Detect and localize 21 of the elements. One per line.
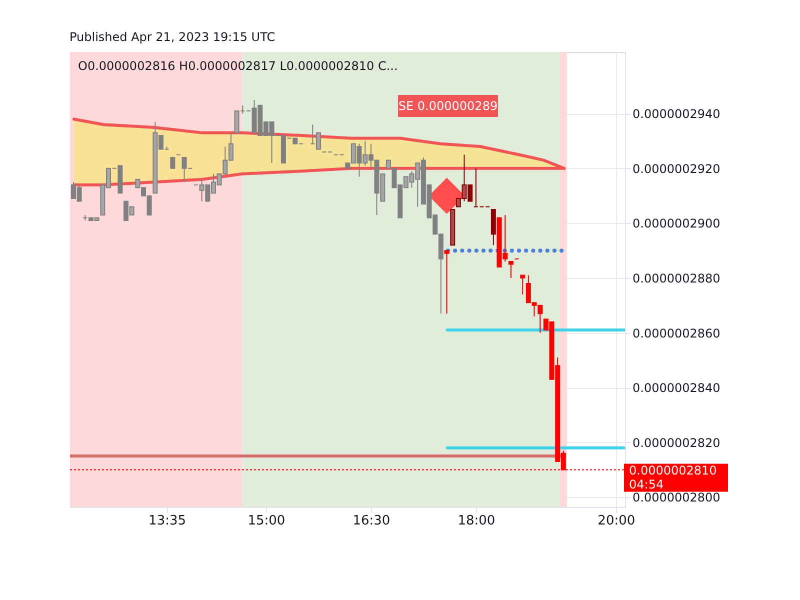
x-tick-label: 16:30 [352, 514, 390, 528]
annotation: SE 0.000000289 [398, 99, 498, 113]
candlestick [520, 274, 526, 295]
x-tick-label: 13:35 [148, 514, 186, 528]
y-tick-label: 0.0000002880 [632, 271, 720, 286]
chart-title: Published Apr 21, 2023 19:15 UTC [70, 30, 276, 44]
y-tick-label: 0.0000002900 [632, 216, 720, 231]
x-tick-label: 15:00 [248, 514, 286, 528]
y-tick-label: 0.0000002840 [632, 381, 720, 396]
y-tick-label: 0.0000002860 [632, 326, 720, 340]
y-tick-label: 0.0000002920 [632, 162, 720, 176]
y-tick-label: 0.0000002820 [632, 436, 720, 450]
y-tick-label: 0.0000002800 [632, 490, 720, 505]
ref-line-label: 0.0000002810 04:54 [629, 464, 717, 492]
x-tick-label: 20:00 [598, 514, 636, 528]
annotation: O0.0000002816 H0.0000002817 L0.0000002810 C... [78, 59, 398, 73]
candlestick [508, 261, 514, 278]
x-tick-label: 18:00 [458, 514, 496, 528]
y-tick-label: 0.0000002940 [632, 107, 720, 122]
candlestick [170, 156, 176, 169]
candlestick [444, 250, 450, 314]
